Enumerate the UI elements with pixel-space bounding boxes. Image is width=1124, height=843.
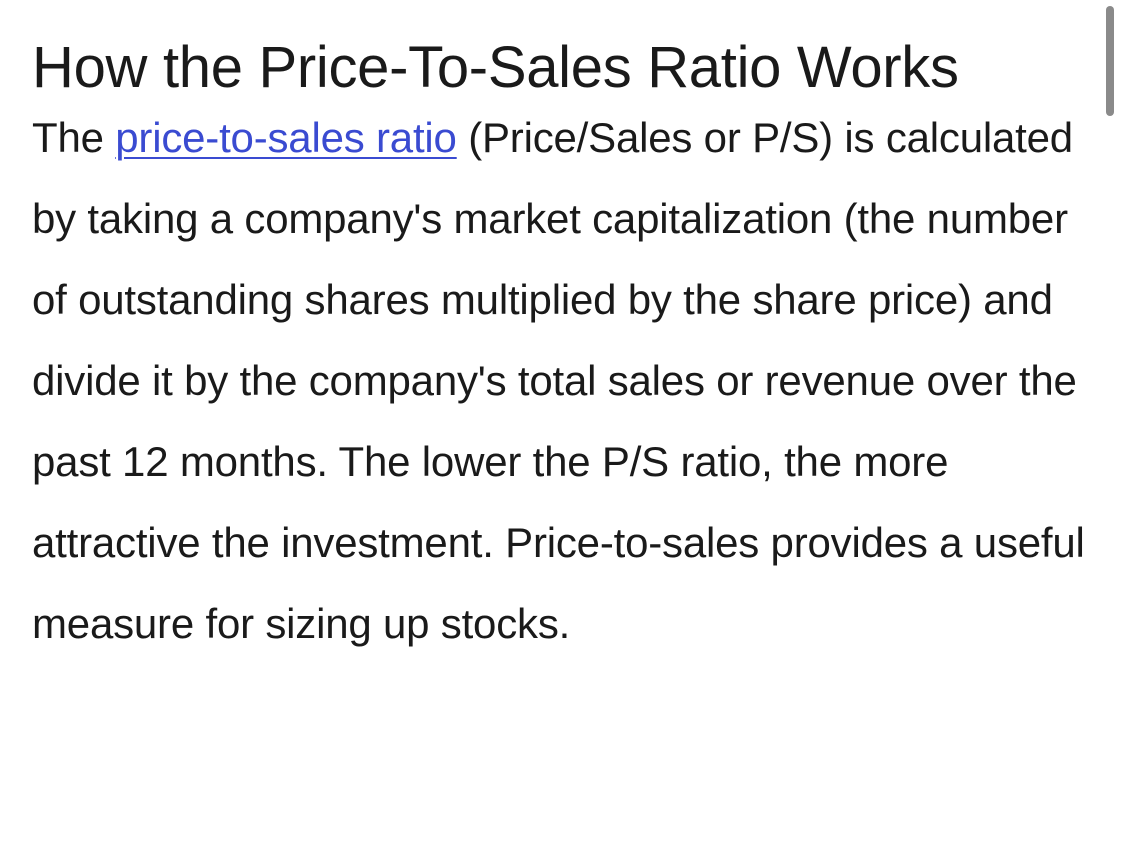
price-to-sales-ratio-link[interactable]: price-to-sales ratio	[115, 114, 457, 161]
article-paragraph: The price-to-sales ratio (Price/Sales or…	[32, 97, 1102, 664]
article-heading: How the Price-To-Sales Ratio Works	[32, 35, 959, 100]
scrollbar-thumb[interactable]	[1106, 6, 1114, 116]
paragraph-text-intro: The	[32, 114, 116, 161]
article: How the Price-To-Sales Ratio Works The p…	[32, 26, 1102, 664]
paragraph-text-body: (Price/Sales or P/S) is calculated by ta…	[32, 114, 1085, 647]
